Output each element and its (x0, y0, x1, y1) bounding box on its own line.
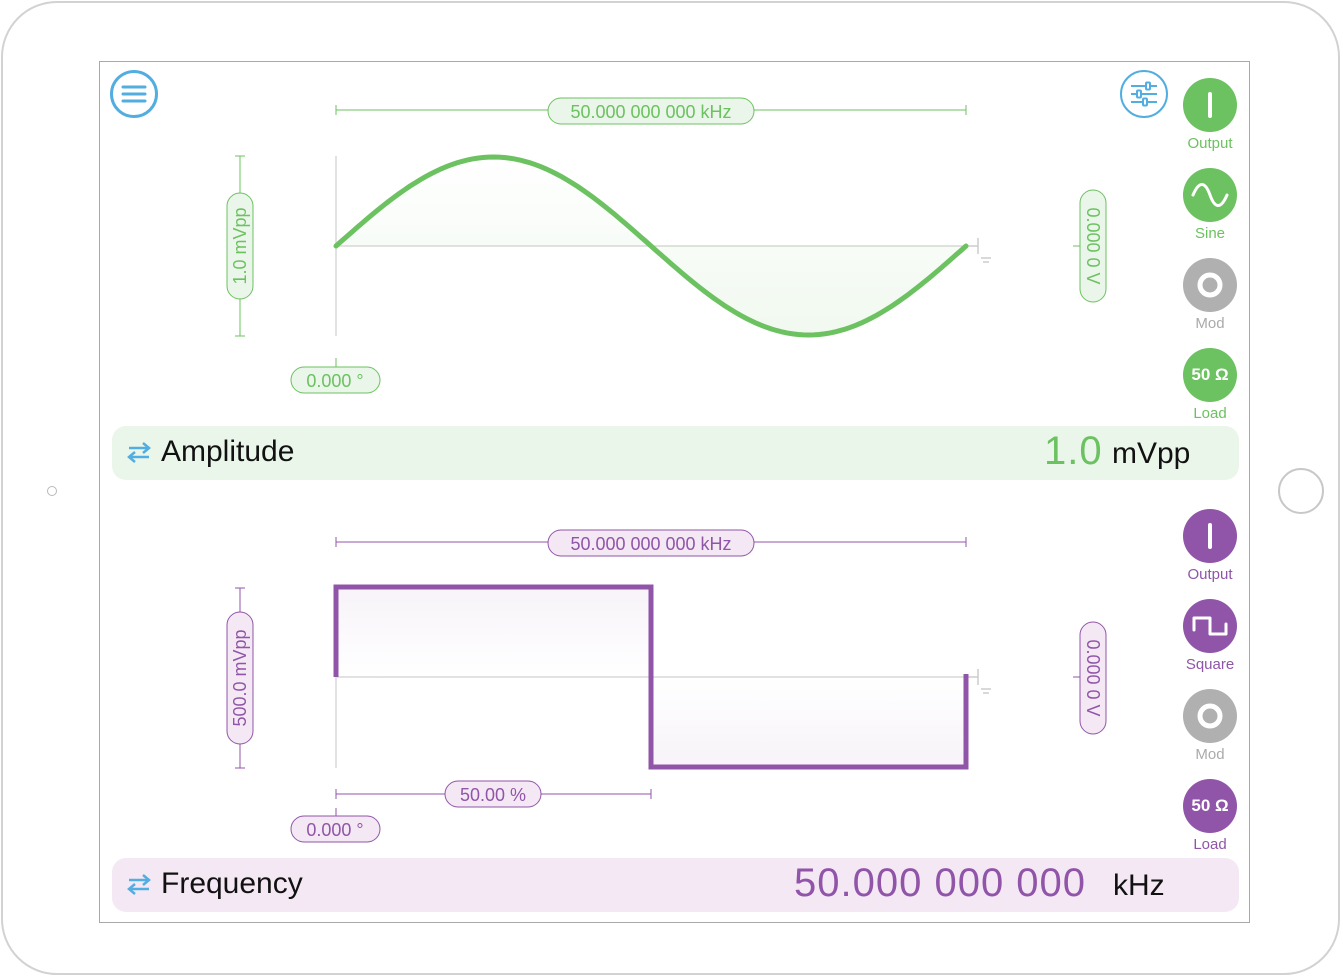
ch2-mod-caption: Mod (1195, 746, 1225, 763)
ch1-amplitude-label: 1.0 mVpp (230, 207, 250, 284)
sliders-settings-icon[interactable] (1120, 70, 1168, 118)
ch1-waveform-caption: Sine (1194, 225, 1226, 242)
ch2-output-button[interactable]: Output (1180, 509, 1240, 583)
ch2-frequency-bracket[interactable]: 50.000 000 000 kHz (335, 529, 967, 557)
ch1-phase-label: 0.000 ° (306, 371, 363, 391)
power-bar-icon (1208, 523, 1212, 549)
ch1-offset-label: 0.000 0 V (1083, 207, 1103, 284)
ch1-frequency-label: 50.000 000 000 kHz (570, 102, 731, 122)
ch1-mod-caption: Mod (1195, 315, 1225, 332)
ch2-load-caption: Load (1193, 836, 1227, 853)
square-wave-icon (1192, 616, 1228, 636)
ch2-duty-cycle-label: 50.00 % (460, 785, 526, 805)
hamburger-menu-icon[interactable] (110, 70, 158, 118)
ring-icon (1197, 703, 1223, 729)
ch2-output-caption: Output (1187, 566, 1233, 583)
ch1-parameter-value[interactable]: 1.0 (1044, 429, 1103, 473)
home-button[interactable] (1278, 468, 1324, 514)
sine-wave-icon (1191, 183, 1229, 207)
ch2-parameter-name: Frequency (161, 867, 303, 900)
ch2-frequency-label: 50.000 000 000 kHz (570, 534, 731, 554)
ch1-amplitude-bracket[interactable]: 1.0 mVpp (226, 155, 254, 337)
ch1-offset-control[interactable]: 0.000 0 V (1073, 189, 1107, 303)
ch2-waveform-button[interactable]: Square (1180, 599, 1240, 673)
ring-icon (1197, 272, 1223, 298)
ch2-phase-control[interactable]: 0.000 ° (290, 808, 381, 843)
ch1-parameter-name: Amplitude (161, 435, 295, 468)
ch1-output-button[interactable]: Output (1180, 78, 1240, 152)
ch1-ground-icon (968, 238, 991, 263)
ch2-phase-label: 0.000 ° (306, 820, 363, 840)
ch1-load-value: 50 Ω (1191, 365, 1229, 384)
ch2-mod-button[interactable]: Mod (1180, 689, 1240, 763)
ch1-load-button[interactable]: 50 Ω Load (1180, 348, 1240, 422)
ch2-square-waveform[interactable] (333, 584, 969, 770)
front-camera (47, 486, 57, 496)
ch2-waveform-caption: Square (1185, 656, 1235, 673)
ch2-parameter-unit: kHz (1113, 869, 1165, 902)
ch1-mod-button[interactable]: Mod (1180, 258, 1240, 332)
ch2-load-button[interactable]: 50 Ω Load (1180, 779, 1240, 853)
ch2-parameter-value[interactable]: 50.000 000 000 (794, 861, 1087, 905)
ch2-ground-icon (968, 669, 991, 694)
power-bar-icon (1208, 92, 1212, 118)
ch1-frequency-bracket[interactable]: 50.000 000 000 kHz (335, 97, 967, 125)
swap-arrows-icon[interactable] (126, 439, 152, 465)
channel1-waveform-panel: 50.000 000 000 kHz 1.0 mVpp (226, 97, 1107, 394)
ch2-offset-control[interactable]: 0.000 0 V (1073, 621, 1107, 735)
ch2-duty-cycle-bracket[interactable]: 50.00 % (335, 780, 652, 808)
ch1-phase-control[interactable]: 0.000 ° (290, 358, 381, 394)
ch1-waveform-button[interactable]: Sine (1180, 168, 1240, 242)
ch1-output-caption: Output (1187, 135, 1233, 152)
ch1-parameter-unit: mVpp (1112, 437, 1191, 470)
ch2-load-value: 50 Ω (1191, 796, 1229, 815)
signal-generator-screen: 50.000 000 000 kHz 1.0 mVpp (99, 61, 1250, 923)
ch1-sine-waveform[interactable] (333, 154, 969, 338)
swap-arrows-icon[interactable] (126, 871, 152, 897)
ch2-amplitude-label: 500.0 mVpp (230, 629, 250, 726)
ch2-amplitude-bracket[interactable]: 500.0 mVpp (226, 587, 254, 769)
channel2-waveform-panel: 50.000 000 000 kHz 500.0 mVpp (226, 529, 1107, 843)
ch1-parameter-bar[interactable]: Amplitude 1.0 mVpp (112, 426, 1239, 480)
ch2-offset-label: 0.000 0 V (1083, 639, 1103, 716)
ch1-load-caption: Load (1193, 405, 1227, 422)
ch2-parameter-bar[interactable]: Frequency 50.000 000 000 kHz (112, 858, 1239, 912)
